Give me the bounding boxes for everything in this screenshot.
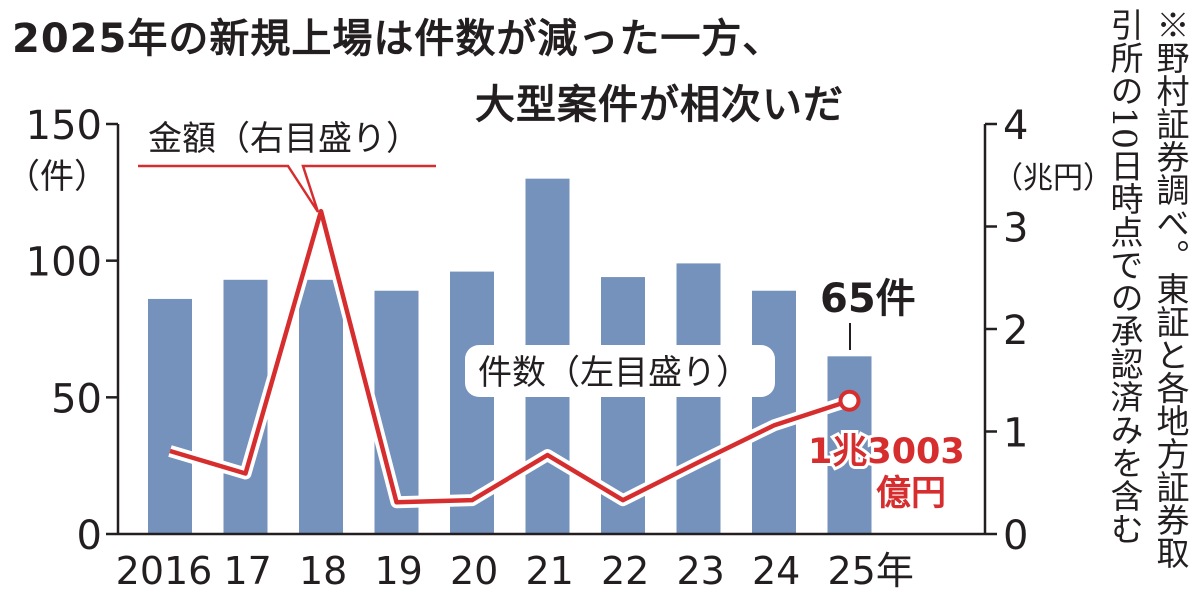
- bar-legend-label: 件数（左目盛り）: [478, 353, 750, 393]
- amount-line-endpoint: [838, 389, 861, 412]
- x-axis-tick-label: 21: [526, 549, 574, 593]
- bar-count-2016: [148, 298, 192, 534]
- bar-count-25年: [827, 356, 872, 534]
- left-axis-unit: （件）: [6, 157, 108, 197]
- x-axis-tick-label: 25年: [828, 549, 914, 593]
- bar-count-23: [676, 263, 721, 534]
- source-note-line2: 引所の10日時点での承認済みを含む: [1105, 8, 1144, 545]
- source-note: ※野村証券調べ。東証と各地方証券取 引所の10日時点での承認済みを含む: [1088, 8, 1198, 593]
- right-axis-tick-label: 2: [1003, 308, 1028, 354]
- x-axis-tick-label: 23: [677, 549, 725, 593]
- right-axis-tick-label: 4: [1003, 103, 1028, 149]
- left-axis-tick-label: 0: [77, 513, 102, 559]
- x-axis-tick-label: 18: [299, 549, 347, 593]
- line-legend-underline: [138, 164, 436, 213]
- amount-line-stroke: [169, 208, 851, 505]
- last-line-label-line1: 1兆3003: [808, 432, 965, 472]
- right-axis-unit: （兆円）: [993, 161, 1113, 196]
- x-axis-tick-label: 19: [375, 549, 423, 593]
- chart-title-line2: 大型案件が相次いだ: [475, 82, 844, 128]
- x-axis-tick-label: 22: [601, 549, 649, 593]
- bar-legend-box: [465, 345, 775, 397]
- right-axis-tick-label: 3: [1003, 206, 1028, 252]
- x-axis-tick-label: 20: [450, 549, 498, 593]
- last-line-label-line2: 億円: [876, 474, 946, 514]
- left-axis-tick-label: 100: [26, 240, 102, 286]
- x-axis-tick-label: 17: [224, 549, 272, 593]
- x-axis-tick-label: 24: [752, 549, 800, 593]
- right-axis-tick-label: 0: [1003, 513, 1028, 559]
- x-axis-tick-label: 2016: [116, 549, 213, 593]
- last-bar-label: 65件: [820, 276, 916, 322]
- source-note-line1: ※野村証券調べ。東証と各地方証券取: [1151, 8, 1190, 569]
- bar-count-18: [299, 279, 343, 534]
- line-legend-label: 金額（右目盛り）: [148, 119, 420, 159]
- right-axis-tick-label: 1: [1003, 411, 1028, 457]
- bar-count-24: [752, 290, 796, 534]
- left-axis-tick-label: 150: [26, 103, 102, 149]
- chart-title-line1: 2025年の新規上場は件数が減った一方、: [12, 16, 784, 62]
- left-axis-tick-label: 50: [51, 376, 102, 422]
